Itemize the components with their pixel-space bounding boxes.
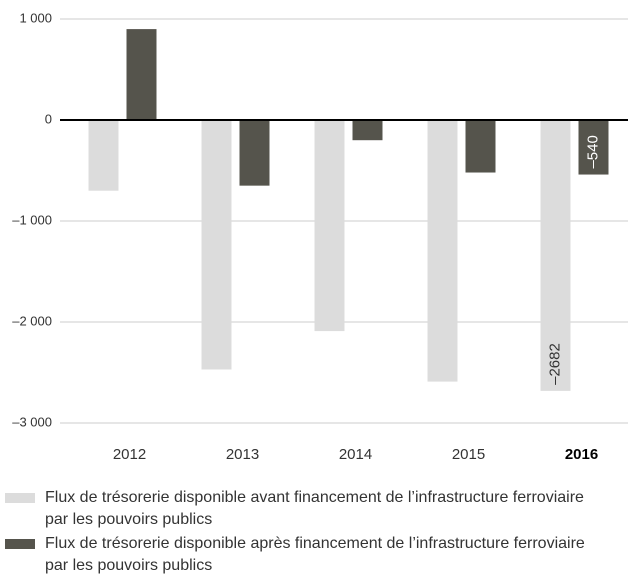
- legend-item: Flux de trésorerie disponible avant fina…: [0, 487, 628, 531]
- bar: [352, 120, 383, 141]
- chart: –3 000 –2 000 –1 000 0 1 000 2012 2013 2014 2015…: [12, 10, 628, 463]
- bar: [465, 120, 496, 173]
- bar: [314, 120, 345, 332]
- y-tick-label: 0: [45, 111, 52, 126]
- y-tick-label: –3 000: [12, 414, 52, 429]
- bar: [239, 120, 270, 186]
- x-tick-label: 2013: [226, 446, 259, 463]
- bar: [201, 120, 232, 370]
- x-tick-label: 2014: [339, 446, 372, 463]
- legend-swatch: [5, 539, 35, 549]
- legend-label: Flux de trésorerie disponible avant fina…: [45, 489, 584, 528]
- legend-swatch: [5, 493, 35, 503]
- value-label: –2682: [546, 343, 563, 385]
- y-tick-label: –1 000: [12, 212, 52, 227]
- x-tick-label: 2016: [565, 446, 598, 463]
- legend-item: Flux de trésorerie disponible après fina…: [0, 533, 628, 577]
- legend: Flux de trésorerie disponible avant fina…: [0, 487, 628, 579]
- y-tick-label: 1 000: [19, 10, 52, 25]
- legend-label: Flux de trésorerie disponible après fina…: [45, 535, 585, 574]
- bar: [126, 29, 157, 121]
- y-tick-label: –2 000: [12, 313, 52, 328]
- bar: [427, 120, 458, 382]
- bar: [540, 120, 571, 391]
- x-tick-label: 2012: [113, 446, 146, 463]
- value-label: –540: [584, 135, 601, 168]
- bar: [578, 120, 609, 175]
- bar: [88, 120, 119, 191]
- x-tick-label: 2015: [452, 446, 485, 463]
